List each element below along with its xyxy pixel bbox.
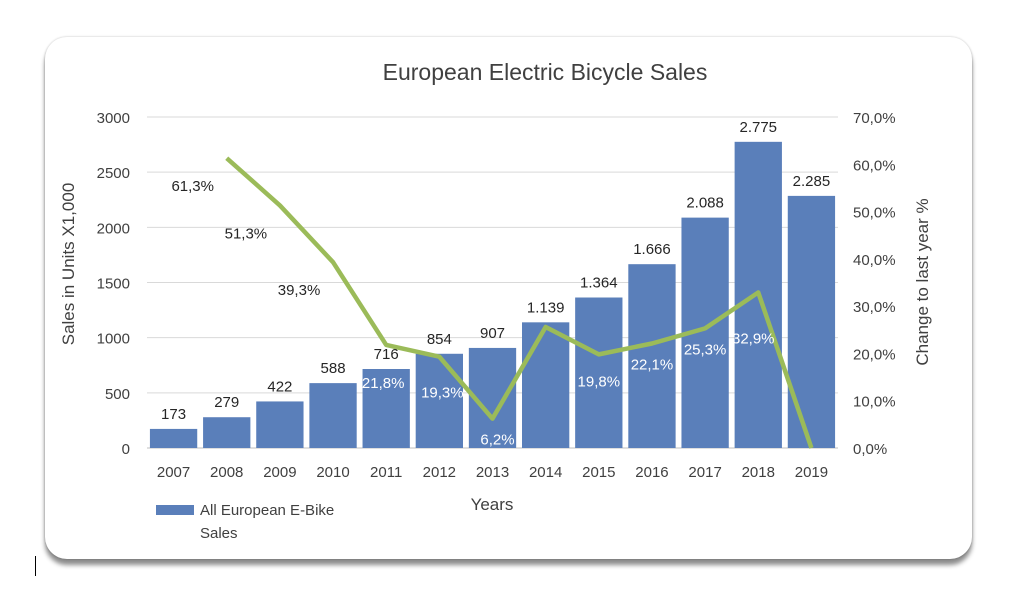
bar — [309, 383, 357, 448]
line-value-label: 25,3% — [684, 341, 727, 358]
chart-title: European Electric Bicycle Sales — [383, 59, 708, 85]
bar — [522, 322, 570, 448]
line-value-label: 19,8% — [578, 373, 621, 390]
line-value-label: 61,3% — [171, 178, 214, 195]
text-cursor — [35, 556, 36, 576]
bar-value-label: 1.364 — [580, 275, 618, 292]
bar — [149, 428, 198, 448]
y2-tick-label: 20,0% — [853, 346, 896, 363]
x-axis-label: Years — [471, 495, 514, 514]
bar — [415, 353, 463, 448]
line-path — [225, 156, 814, 449]
line-value-label: 19,3% — [421, 385, 464, 402]
y-tick-label: 500 — [105, 386, 130, 403]
axes: 0 500 1000 1500 2000 2500 3000 0,0% 10,0% 20,0% 30… — [97, 110, 896, 481]
y2-tick-label: 70,0% — [853, 110, 896, 127]
bar — [575, 297, 623, 448]
bar-value-label: 2.088 — [686, 195, 724, 212]
bar — [628, 264, 676, 448]
y-tick-label: 3000 — [97, 110, 130, 127]
y2-tick-label: 10,0% — [853, 394, 896, 411]
line-value-label: 22,1% — [631, 356, 674, 373]
bar-value-label: 854 — [427, 331, 452, 348]
bar-value-label: 173 — [161, 406, 186, 423]
x-tick-label: 2007 — [157, 464, 190, 481]
bar-value-label: 279 — [214, 394, 239, 411]
bars — [149, 141, 836, 448]
bar-value-label: 2.285 — [793, 173, 831, 190]
x-tick-label: 2015 — [582, 464, 615, 481]
x-tick-label: 2012 — [423, 464, 456, 481]
y-tick-label: 2500 — [97, 165, 130, 182]
y2-tick-label: 0,0% — [853, 441, 887, 458]
y2-tick-label: 50,0% — [853, 205, 896, 222]
bar-value-label: 1.139 — [527, 299, 565, 316]
x-tick-label: 2011 — [370, 464, 402, 481]
y2-tick-label: 40,0% — [853, 252, 896, 269]
y-tick-label: 0 — [122, 441, 130, 458]
legend-label-line1: All European E-Bike — [200, 502, 334, 519]
x-tick-label: 2019 — [795, 464, 828, 481]
line-value-label: 32,9% — [732, 330, 775, 347]
x-tick-label: 2017 — [688, 464, 721, 481]
legend: All European E-Bike Sales — [156, 502, 334, 542]
x-tick-label: 2014 — [529, 464, 562, 481]
x-tick-label: 2010 — [316, 464, 349, 481]
line-value-label: 21,8% — [362, 375, 405, 392]
x-tick-label: 2016 — [635, 464, 668, 481]
legend-label-line2: Sales — [200, 525, 238, 542]
x-tick-label: 2018 — [742, 464, 775, 481]
bar — [787, 195, 836, 448]
y-tick-label: 1000 — [97, 331, 130, 348]
bar — [256, 401, 304, 448]
line-value-label: 6,2% — [480, 432, 514, 449]
data-labels: 173 279 422 588 716 854 907 1.139 1.364 1.666 2.08… — [161, 119, 830, 449]
legend-swatch — [156, 505, 194, 515]
x-tick-label: 2009 — [263, 464, 296, 481]
y-tick-label: 2000 — [97, 220, 130, 237]
bar-value-label: 1.666 — [633, 241, 671, 258]
bar — [203, 417, 251, 448]
line-value-label: 51,3% — [225, 225, 268, 242]
y2-axis-label: Change to last year % — [913, 198, 932, 365]
bar-value-label: 422 — [267, 378, 292, 395]
x-tick-label: 2013 — [476, 464, 509, 481]
y2-tick-label: 60,0% — [853, 157, 896, 174]
line-value-label: 39,3% — [278, 282, 321, 299]
y-tick-label: 1500 — [97, 276, 130, 293]
bar-value-label: 2.775 — [739, 119, 777, 136]
bar-value-label: 716 — [374, 346, 399, 363]
bar-value-label: 907 — [480, 325, 505, 342]
x-tick-label: 2008 — [210, 464, 243, 481]
line-series — [225, 156, 814, 449]
y2-tick-label: 30,0% — [853, 299, 896, 316]
bar-value-label: 588 — [321, 360, 346, 377]
y-axis-label: Sales in Units X1,000 — [59, 183, 78, 346]
bar — [362, 369, 410, 448]
